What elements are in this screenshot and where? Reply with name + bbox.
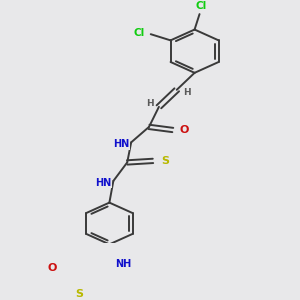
Text: S: S [161,156,169,166]
Text: O: O [47,262,57,272]
Text: O: O [180,125,189,135]
Text: S: S [76,289,84,299]
Text: HN: HN [95,178,112,188]
Text: H: H [183,88,190,98]
Text: Cl: Cl [133,28,145,38]
Text: H: H [146,99,154,108]
Text: Cl: Cl [196,2,207,11]
Text: NH: NH [115,259,132,269]
Text: HN: HN [113,139,129,149]
